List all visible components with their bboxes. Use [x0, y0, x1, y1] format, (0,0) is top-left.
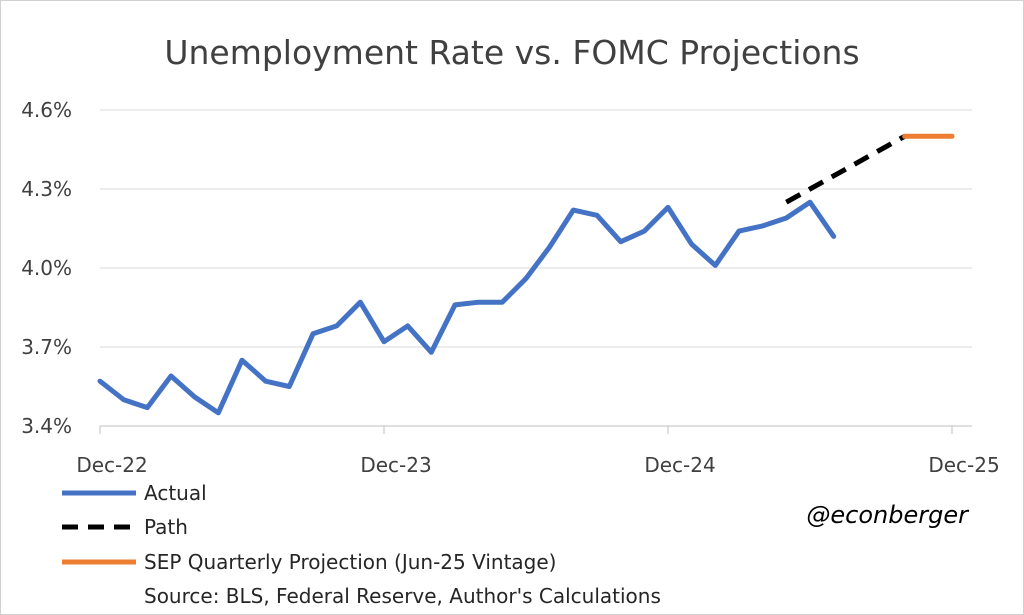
x-tick-label: Dec-23: [360, 453, 431, 477]
legend: Actual Path SEP Quarterly Projection (Ju…: [62, 481, 556, 574]
legend-label-actual: Actual: [144, 481, 207, 505]
source-note: Source: BLS, Federal Reserve, Author's C…: [144, 584, 661, 608]
grid: [100, 109, 972, 427]
author-handle: @econberger: [806, 501, 970, 529]
y-tick-label: 3.4%: [21, 414, 72, 438]
y-tick-label: 4.3%: [21, 177, 72, 201]
y-tick-label: 3.7%: [21, 335, 72, 359]
series-line-path: [785, 134, 906, 205]
series-line-actual: [97, 199, 837, 416]
legend-label-sep: SEP Quarterly Projection (Jun-25 Vintage…: [144, 550, 556, 574]
x-tick-label: Dec-25: [928, 453, 999, 477]
series-layer: [97, 133, 955, 416]
y-axis: 3.4% 3.7% 4.0% 4.3% 4.6%: [21, 98, 72, 438]
x-axis: Dec-22 Dec-23 Dec-24 Dec-25: [76, 426, 1000, 477]
x-tick-label: Dec-22: [76, 453, 147, 477]
chart-title: Unemployment Rate vs. FOMC Projections: [164, 33, 859, 72]
legend-label-path: Path: [144, 515, 188, 539]
x-tick-label: Dec-24: [644, 453, 715, 477]
y-tick-label: 4.6%: [21, 98, 72, 122]
y-tick-label: 4.0%: [21, 256, 72, 280]
